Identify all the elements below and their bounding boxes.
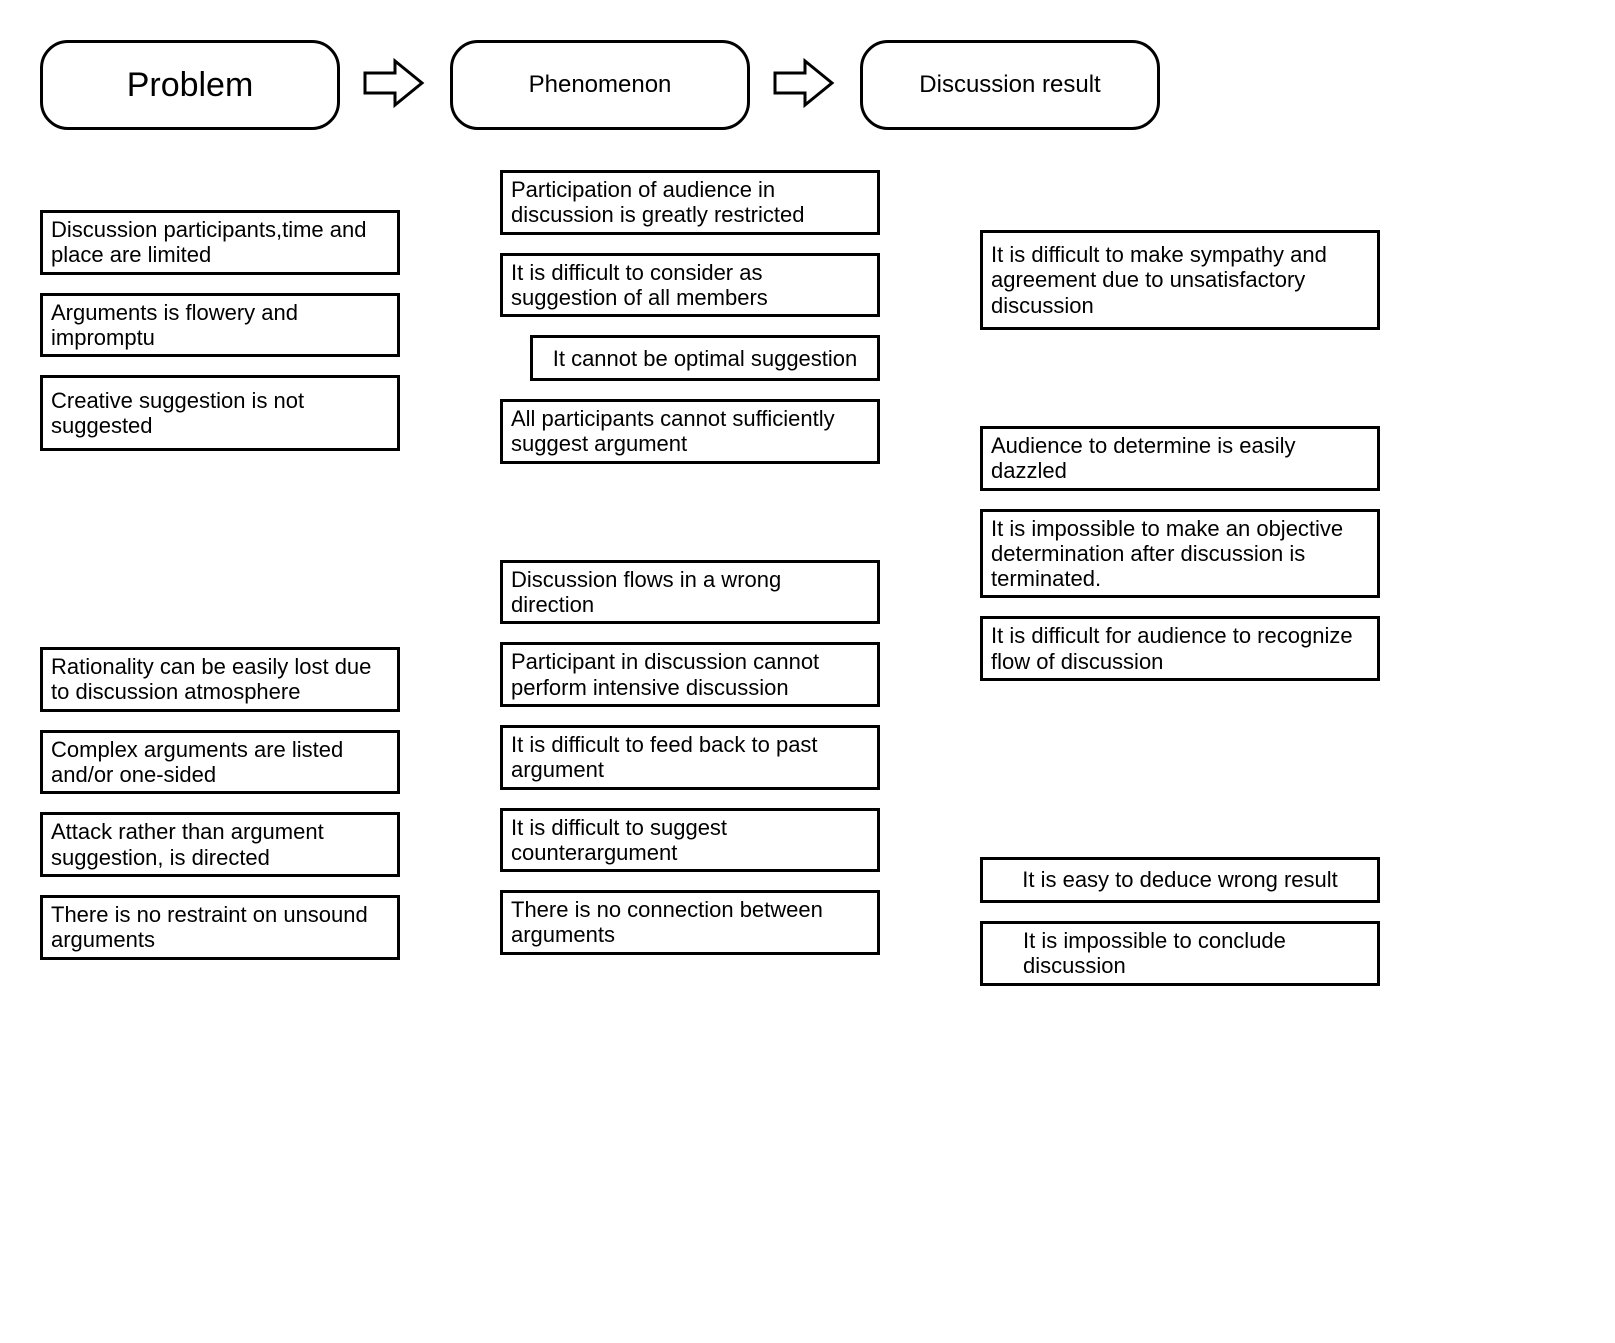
spacer bbox=[40, 469, 400, 629]
phenom-item: It is difficult to consider as suggestio… bbox=[500, 253, 880, 318]
arrow-2 bbox=[770, 53, 840, 118]
header-phenomenon: Phenomenon bbox=[450, 40, 750, 130]
col-problem: Discussion participants,time and place a… bbox=[40, 210, 400, 960]
result-item: It is difficult to make sympathy and agr… bbox=[980, 230, 1380, 330]
header-row: Problem Phenomenon Discussion result bbox=[40, 40, 1575, 130]
problem-item: There is no restraint on unsound argumen… bbox=[40, 895, 400, 960]
phenom-item: Participation of audience in discussion … bbox=[500, 170, 880, 235]
problem-item: Attack rather than argument suggestion, … bbox=[40, 812, 400, 877]
problem-item: Rationality can be easily lost due to di… bbox=[40, 647, 400, 712]
problem-item: Complex arguments are listed and/or one-… bbox=[40, 730, 400, 795]
result-item: It is impossible to make an objective de… bbox=[980, 509, 1380, 599]
spacer bbox=[980, 699, 1380, 839]
spacer bbox=[500, 482, 880, 542]
phenom-item: It is difficult to feed back to past arg… bbox=[500, 725, 880, 790]
phenom-item: Discussion flows in a wrong direction bbox=[500, 560, 880, 625]
problem-item: Creative suggestion is not suggested bbox=[40, 375, 400, 451]
header-result: Discussion result bbox=[860, 40, 1160, 130]
result-item: It is easy to deduce wrong result bbox=[980, 857, 1380, 903]
phenom-item: It cannot be optimal suggestion bbox=[530, 335, 880, 381]
col-result: It is difficult to make sympathy and agr… bbox=[980, 230, 1380, 986]
problem-item: Arguments is flowery and impromptu bbox=[40, 293, 400, 358]
phenom-item: Participant in discussion cannot perform… bbox=[500, 642, 880, 707]
arrow-1 bbox=[360, 53, 430, 118]
result-item: Audience to determine is easily dazzled bbox=[980, 426, 1380, 491]
problem-item: Discussion participants,time and place a… bbox=[40, 210, 400, 275]
phenom-item: It is difficult to suggest counterargume… bbox=[500, 808, 880, 873]
col-phenomenon: Participation of audience in discussion … bbox=[500, 170, 880, 955]
phenom-item: There is no connection between arguments bbox=[500, 890, 880, 955]
columns: Discussion participants,time and place a… bbox=[40, 210, 1575, 986]
spacer bbox=[980, 348, 1380, 408]
result-item: It is difficult for audience to recogniz… bbox=[980, 616, 1380, 681]
header-problem: Problem bbox=[40, 40, 340, 130]
phenom-item: All participants cannot sufficiently sug… bbox=[500, 399, 880, 464]
result-item: It is impossible to conclude discussion bbox=[980, 921, 1380, 986]
